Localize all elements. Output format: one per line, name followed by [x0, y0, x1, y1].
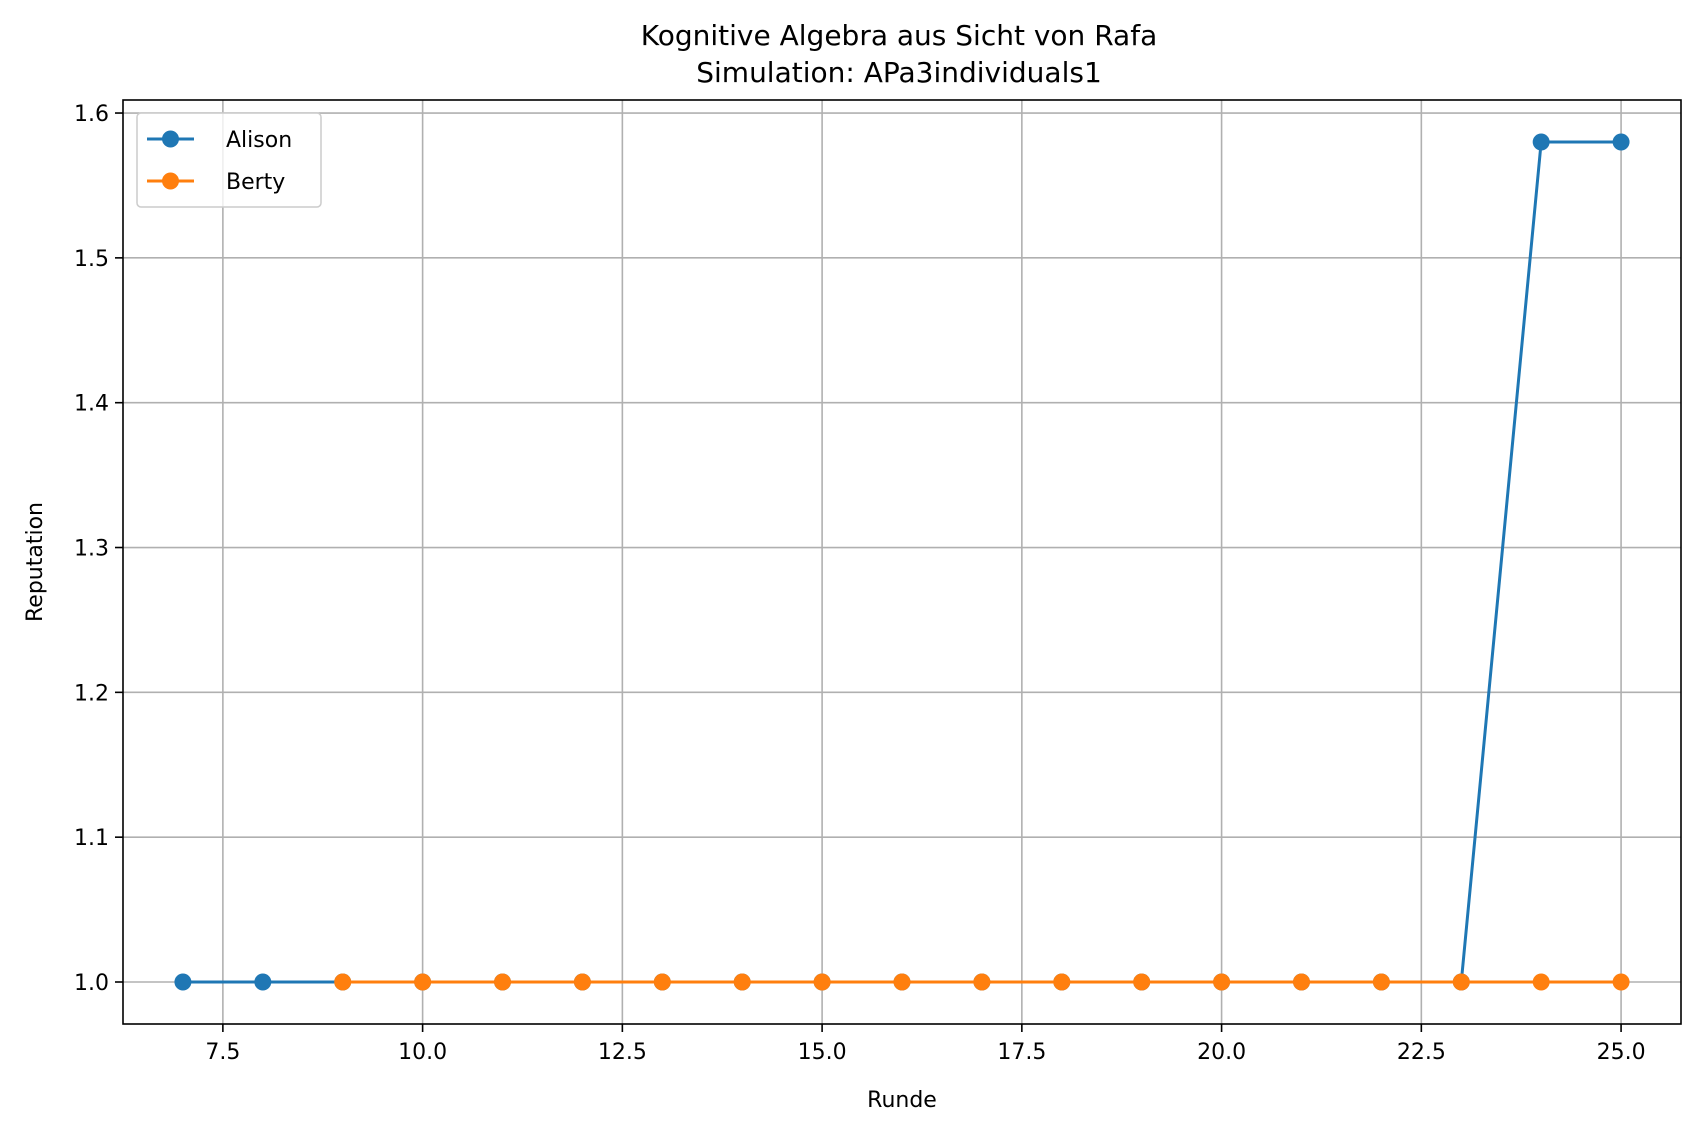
data-point-berty — [334, 973, 352, 991]
y-tick-label: 1.1 — [74, 826, 109, 851]
chart-title: Kognitive Algebra aus Sicht von Rafa — [641, 19, 1157, 52]
y-tick-label: 1.0 — [74, 971, 109, 996]
x-tick-label: 25.0 — [1597, 1040, 1646, 1065]
y-tick-label: 1.3 — [74, 537, 109, 562]
legend-label-alison: Alison — [226, 128, 292, 153]
data-point-berty — [653, 973, 671, 991]
data-point-berty — [1292, 973, 1310, 991]
chart-subtitle: Simulation: APa3individuals1 — [696, 56, 1102, 89]
plot-series — [174, 133, 1630, 991]
legend-label-berty: Berty — [226, 170, 285, 195]
data-point-berty — [414, 973, 432, 991]
x-axis-label: Runde — [867, 1088, 937, 1113]
legend: Alison Berty — [136, 112, 322, 208]
data-point-berty — [1053, 973, 1071, 991]
x-tick-label: 17.5 — [997, 1040, 1046, 1065]
x-tick-label: 12.5 — [598, 1040, 647, 1065]
data-point-berty — [494, 973, 512, 991]
y-tick-label: 1.4 — [74, 392, 109, 417]
plot-frame — [122, 99, 1682, 1025]
data-point-alison — [1532, 133, 1550, 151]
legend-marker-alison — [162, 130, 179, 148]
data-point-berty — [1372, 973, 1390, 991]
data-point-alison — [1612, 133, 1630, 151]
data-point-berty — [893, 973, 911, 991]
data-point-berty — [1452, 973, 1470, 991]
series-berty — [334, 973, 1630, 991]
data-point-berty — [733, 973, 751, 991]
legend-marker-berty — [162, 172, 179, 190]
data-point-berty — [1213, 973, 1231, 991]
y-tick-label: 1.2 — [74, 681, 109, 706]
data-point-berty — [1612, 973, 1630, 991]
x-tick-label: 7.5 — [205, 1040, 240, 1065]
y-axis-label: Reputation — [23, 502, 48, 622]
data-point-alison — [254, 973, 272, 991]
data-point-berty — [1532, 973, 1550, 991]
data-point-berty — [573, 973, 591, 991]
x-tick-label: 22.5 — [1397, 1040, 1446, 1065]
y-tick-label: 1.6 — [74, 102, 109, 127]
legend-box — [136, 112, 322, 208]
data-point-berty — [973, 973, 991, 991]
x-axis: 7.5 10.0 12.5 15.0 17.5 20.0 22.5 25.0 — [205, 1024, 1646, 1065]
x-tick-label: 20.0 — [1197, 1040, 1246, 1065]
x-tick-label: 10.0 — [398, 1040, 447, 1065]
data-point-alison — [174, 973, 192, 991]
y-tick-label: 1.5 — [74, 247, 109, 272]
data-point-berty — [813, 973, 831, 991]
x-tick-label: 15.0 — [798, 1040, 847, 1065]
data-point-berty — [1133, 973, 1151, 991]
y-axis: 1.0 1.1 1.2 1.3 1.4 1.5 1.6 — [74, 102, 123, 996]
